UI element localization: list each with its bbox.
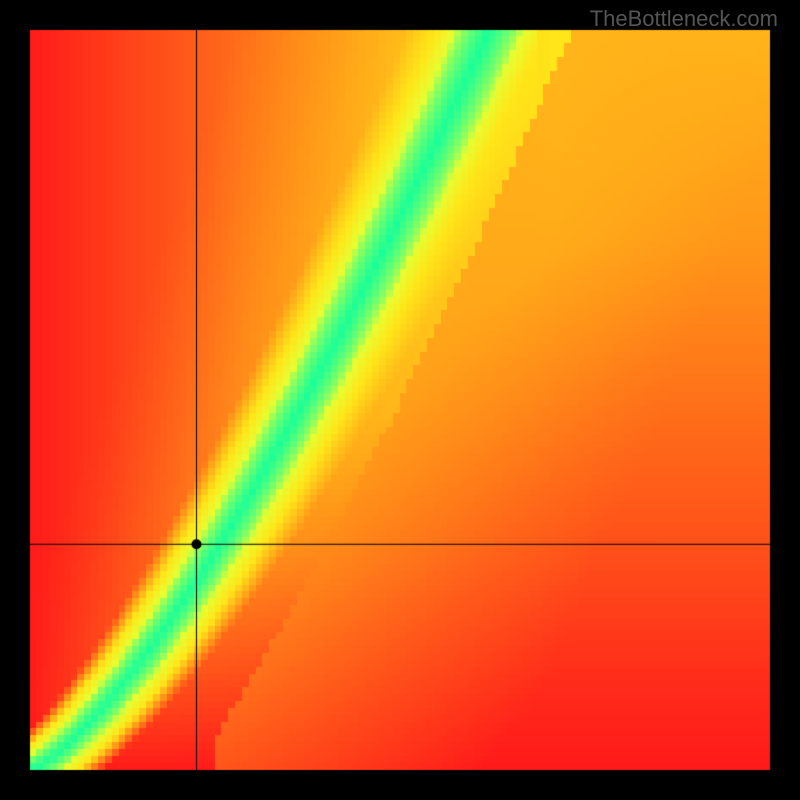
bottleneck-heatmap [0, 0, 800, 800]
watermark-text: TheBottleneck.com [590, 6, 778, 32]
chart-container: TheBottleneck.com [0, 0, 800, 800]
